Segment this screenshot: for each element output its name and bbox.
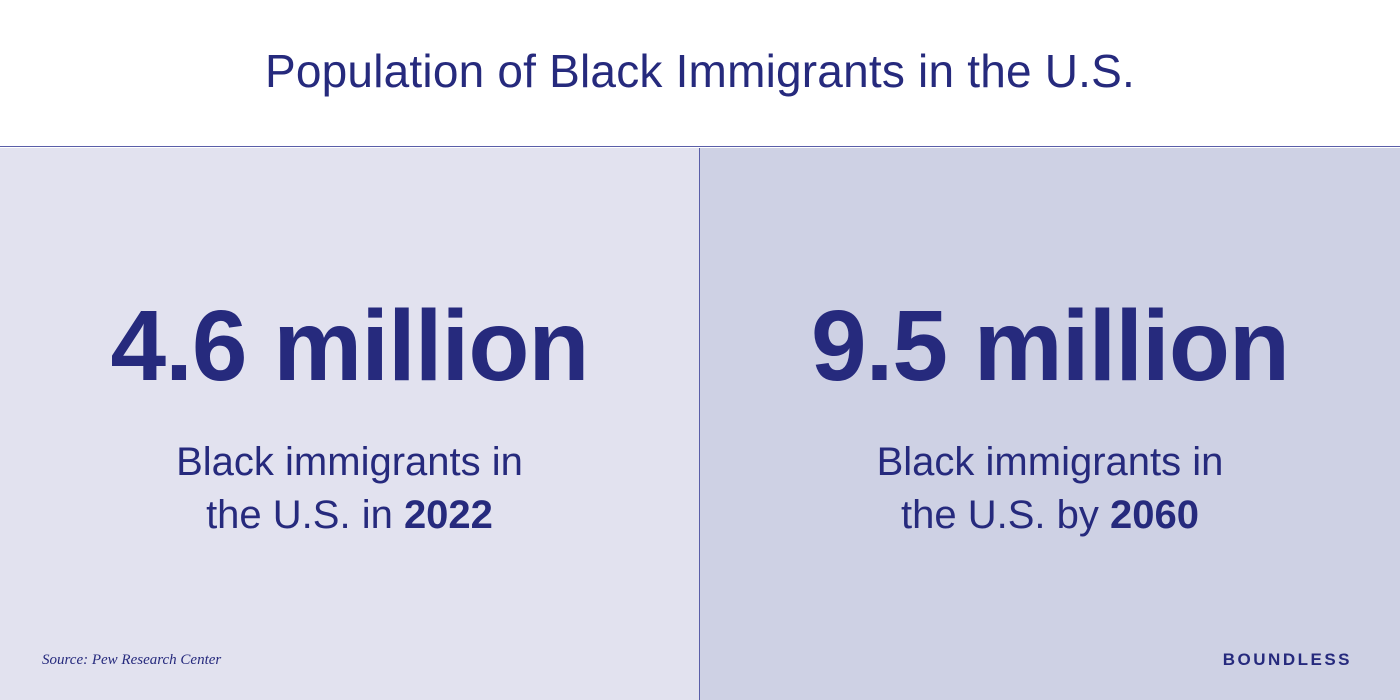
description-line-2: the U.S. in 2022 [176,489,523,542]
header: Population of Black Immigrants in the U.… [0,0,1400,147]
description-prefix: the U.S. in [206,493,404,537]
source-note: Source: Pew Research Center [42,652,222,668]
year-label: 2060 [1109,493,1199,537]
stat-description-2060: Black immigrants in the U.S. by 2060 [877,436,1224,542]
page-title: Population of Black Immigrants in the U.… [264,45,1136,97]
description-prefix: the U.S. by [901,493,1110,537]
panel-2060: 9.5 million Black immigrants in the U.S.… [700,148,1400,700]
stat-description-2022: Black immigrants in the U.S. in 2022 [176,436,523,542]
description-line-1: Black immigrants in [876,440,1224,484]
brand-logo: BOUNDLESS [1222,650,1352,669]
description-line-1: Black immigrants in [176,440,523,484]
stat-value-2060: 9.5 million [810,290,1290,402]
description-line-2: the U.S. by 2060 [877,489,1224,542]
stat-value-2022: 4.6 million [110,290,589,402]
year-label: 2022 [403,493,493,537]
panel-2022: 4.6 million Black immigrants in the U.S.… [0,148,700,700]
